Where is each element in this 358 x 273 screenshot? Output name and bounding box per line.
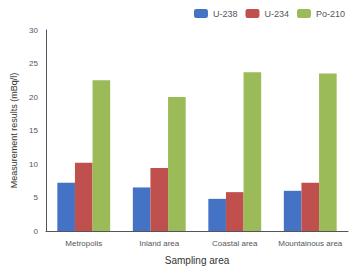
svg-text:15: 15 (29, 126, 38, 135)
svg-text:Po-210: Po-210 (316, 9, 345, 19)
svg-text:Sampling area: Sampling area (165, 255, 230, 266)
svg-text:30: 30 (29, 26, 38, 35)
svg-text:Mountainous area: Mountainous area (278, 239, 343, 248)
svg-text:U-238: U-238 (213, 9, 238, 19)
svg-text:5: 5 (34, 193, 39, 202)
svg-text:Inland area: Inland area (139, 239, 180, 248)
svg-text:Measurement results (mBq/l): Measurement results (mBq/l) (9, 73, 19, 189)
svg-text:Coastal area: Coastal area (212, 239, 258, 248)
svg-text:20: 20 (29, 93, 38, 102)
svg-text:U-234: U-234 (264, 9, 289, 19)
svg-text:Metropolis: Metropolis (65, 239, 102, 248)
svg-text:0: 0 (34, 227, 39, 236)
svg-text:25: 25 (29, 59, 38, 68)
svg-text:10: 10 (29, 160, 38, 169)
